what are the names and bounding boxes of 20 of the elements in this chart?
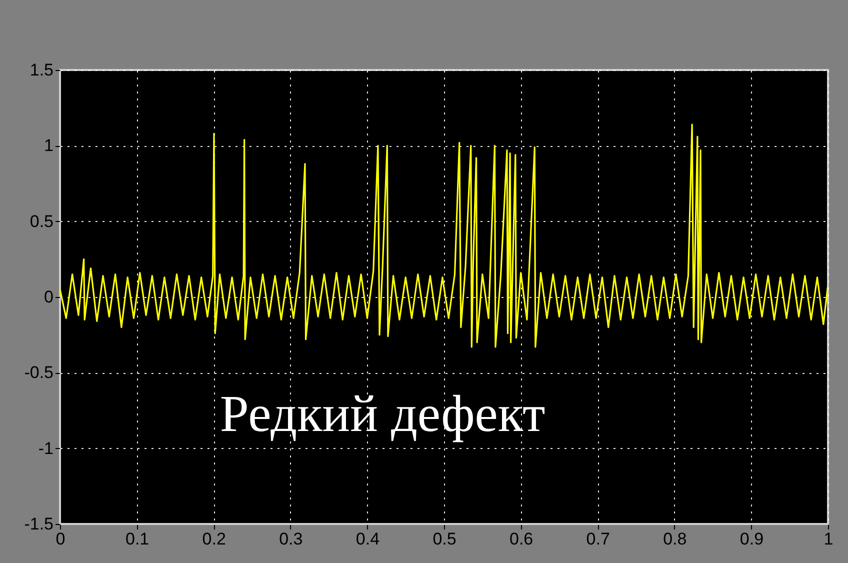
x-tick-label: 0.3	[279, 530, 303, 548]
x-tick-label: 0.7	[586, 530, 610, 548]
y-tick-label: 0	[44, 288, 54, 306]
x-tick-label: 0.6	[509, 530, 534, 548]
y-tick-label: -1.5	[24, 514, 54, 534]
y-tick-label: -1	[38, 438, 54, 458]
x-tick-label: 0.9	[740, 530, 764, 548]
y-tick-label: 1	[44, 136, 54, 156]
x-tick-label: 0.4	[356, 530, 380, 548]
x-tick-label: 0.5	[432, 530, 456, 548]
y-tick-label: -0.5	[24, 363, 54, 382]
annotation: Редкий дефект	[220, 386, 546, 444]
x-tick-label: 0	[56, 530, 66, 548]
x-tick-label: 0.2	[202, 530, 226, 548]
y-tick-label: 1.5	[30, 60, 54, 80]
y-tick-label: 0.5	[30, 212, 54, 231]
x-tick-label: 0.8	[663, 530, 687, 548]
x-tick-label: 0.1	[125, 530, 150, 548]
line-series	[60, 124, 828, 348]
x-tick-label: 1	[824, 530, 834, 548]
